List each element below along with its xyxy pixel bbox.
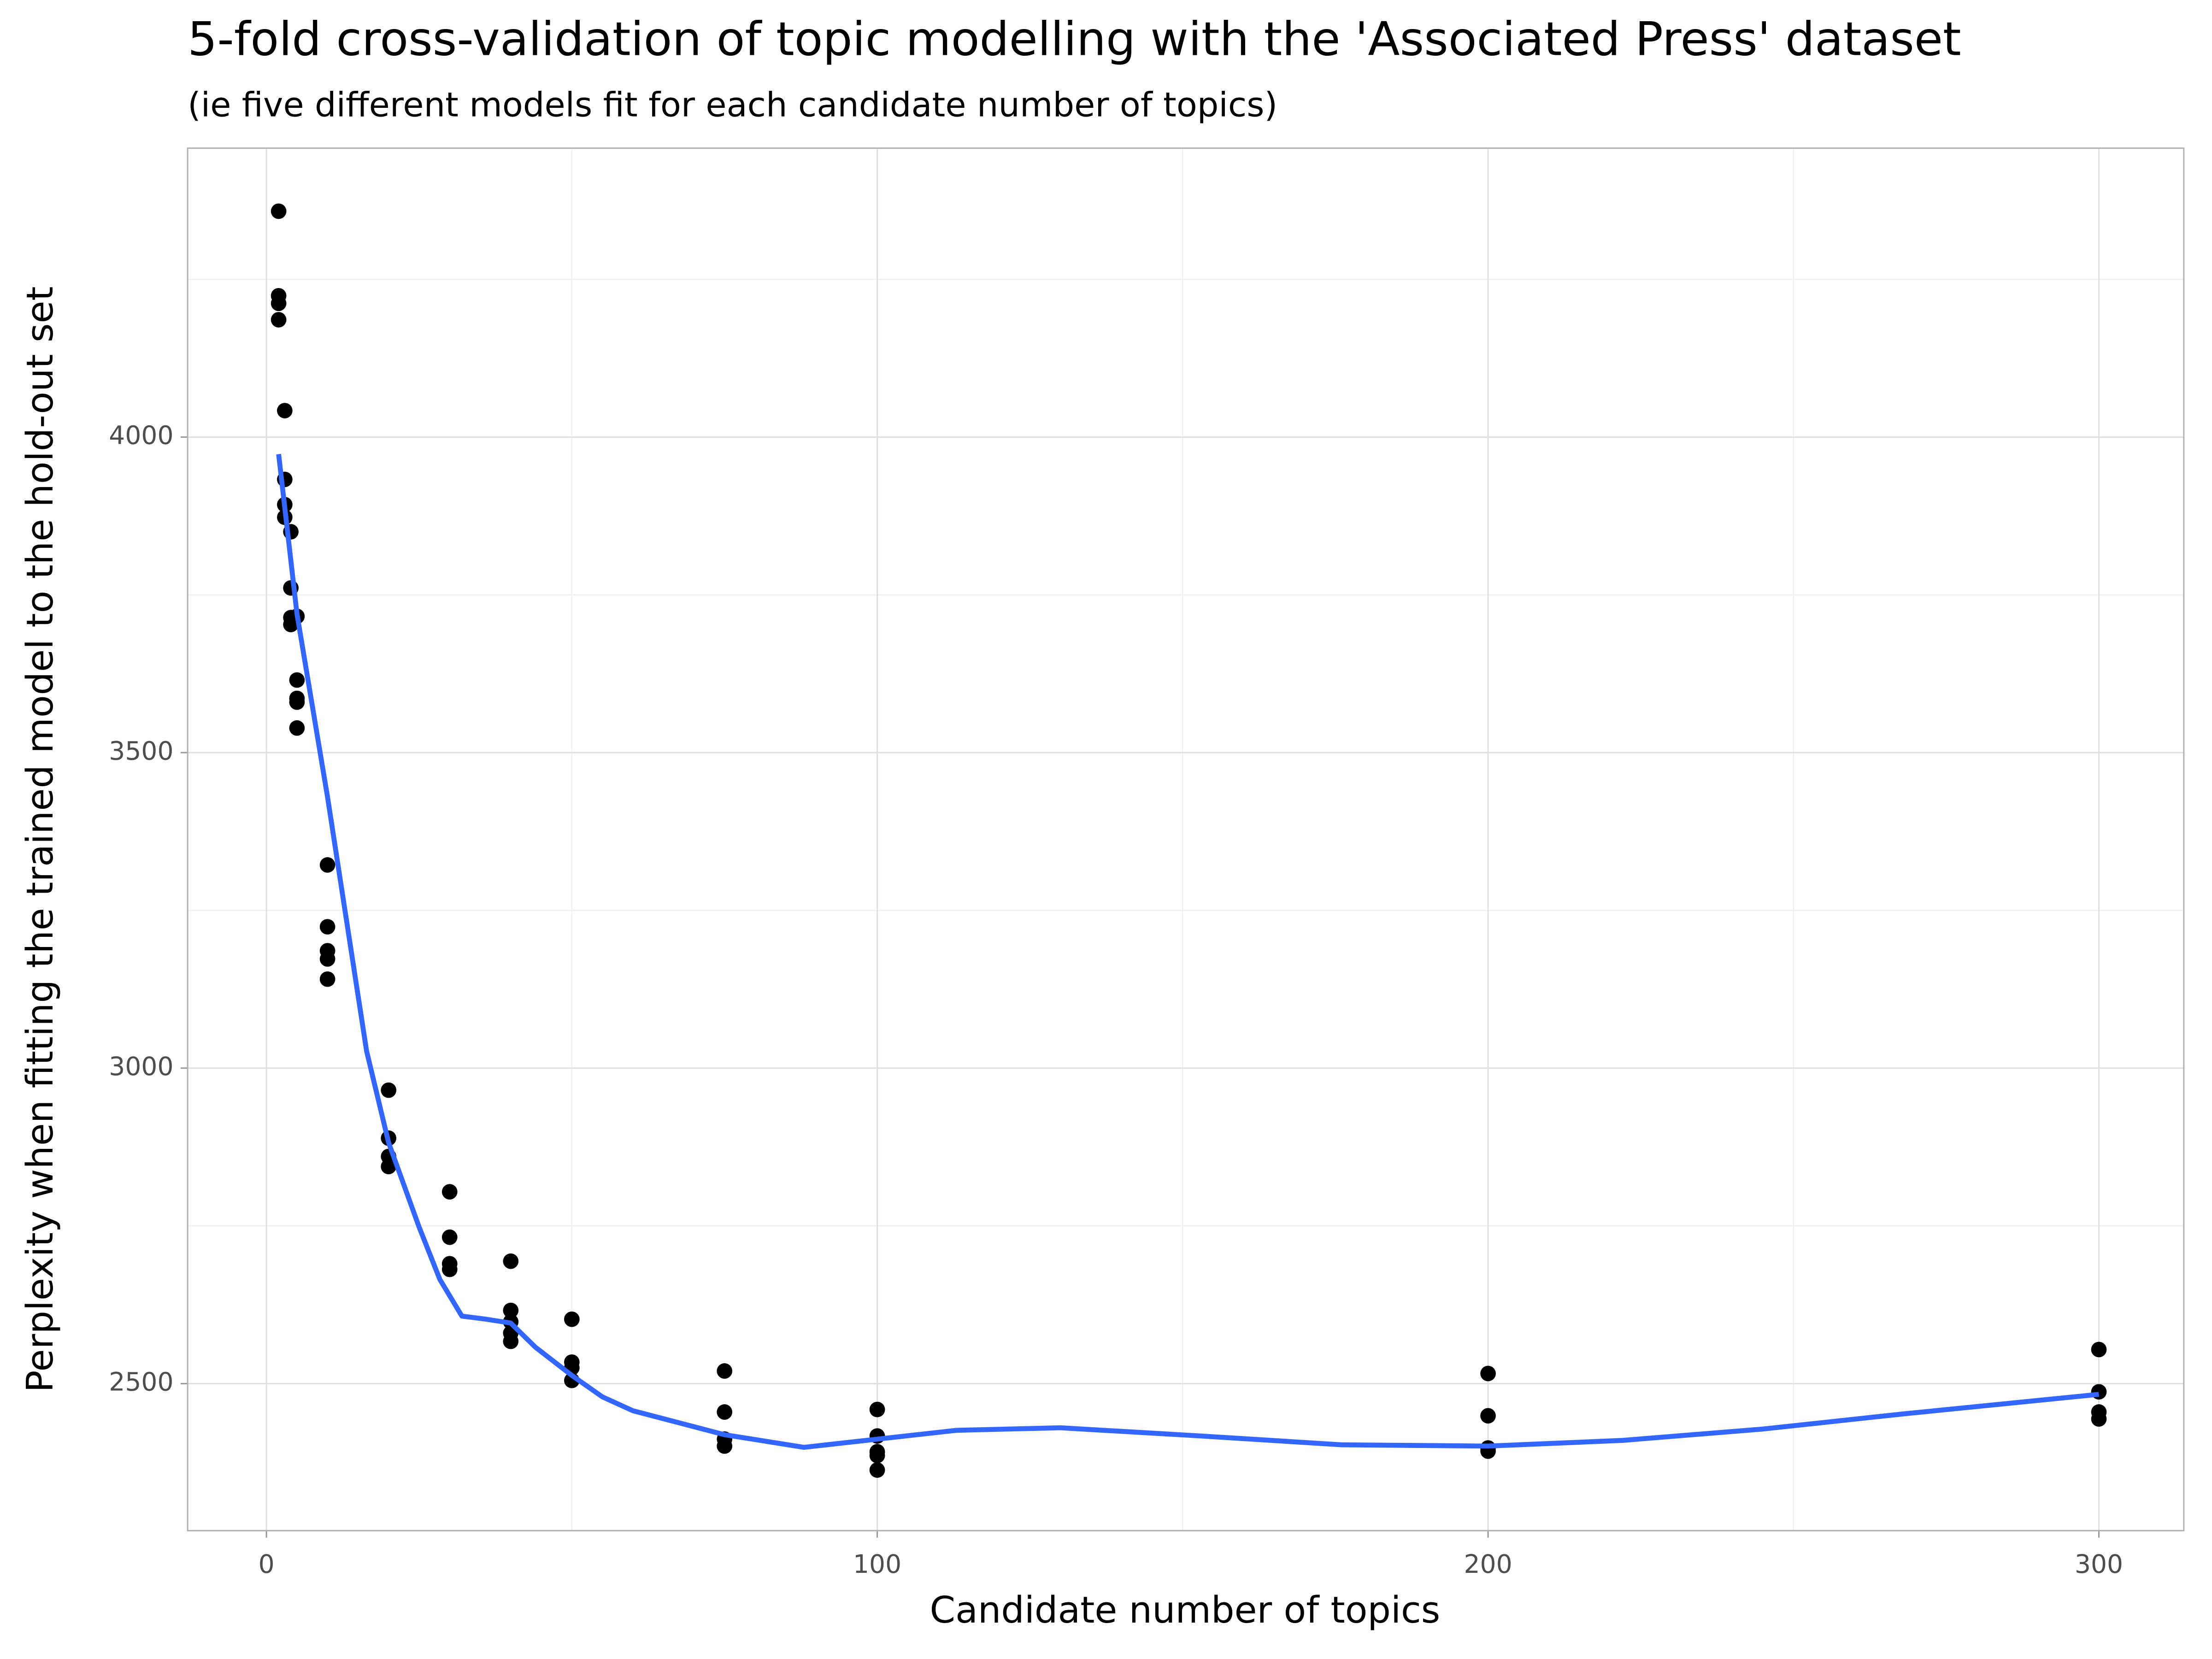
chart-subtitle: (ie five different models fit for each c… — [188, 86, 1277, 125]
point — [503, 1253, 519, 1269]
y-axis-label: Perplexity when fitting the trained mode… — [18, 286, 61, 1392]
smooth-line — [276, 453, 2100, 1450]
point — [564, 1311, 580, 1327]
point — [717, 1438, 733, 1454]
point — [441, 1229, 458, 1245]
point — [271, 203, 287, 219]
point — [869, 1401, 885, 1418]
point — [869, 1447, 885, 1464]
chart-title: 5-fold cross-validation of topic modelli… — [188, 12, 1961, 66]
point — [319, 919, 335, 935]
y-tick-label: 4000 — [109, 421, 173, 450]
point — [717, 1363, 733, 1379]
point — [271, 312, 287, 328]
x-tick-label: 100 — [853, 1549, 901, 1579]
point — [2091, 1411, 2107, 1427]
point — [1480, 1408, 1496, 1424]
point — [319, 951, 335, 967]
point — [319, 857, 335, 873]
point — [503, 1302, 519, 1318]
point — [717, 1404, 733, 1420]
y-tick-label: 2500 — [109, 1367, 173, 1397]
y-tick-label: 3000 — [109, 1052, 173, 1081]
point — [1480, 1365, 1496, 1382]
point — [869, 1462, 885, 1478]
point — [271, 295, 287, 312]
point — [289, 672, 305, 688]
point — [289, 694, 305, 710]
x-tick-label: 300 — [2075, 1549, 2123, 1579]
point — [441, 1184, 458, 1200]
x-tick-label: 0 — [259, 1549, 275, 1579]
point — [319, 971, 335, 987]
x-tick-label: 200 — [1464, 1549, 1512, 1579]
point — [277, 403, 293, 418]
point — [2091, 1341, 2107, 1358]
x-axis-label: Candidate number of topics — [930, 1588, 1441, 1631]
point — [503, 1333, 519, 1349]
point — [381, 1082, 397, 1098]
point — [381, 1159, 397, 1175]
y-tick-label: 3500 — [109, 736, 173, 765]
panel-border — [187, 147, 2185, 1531]
point — [441, 1261, 458, 1277]
point — [289, 720, 305, 736]
